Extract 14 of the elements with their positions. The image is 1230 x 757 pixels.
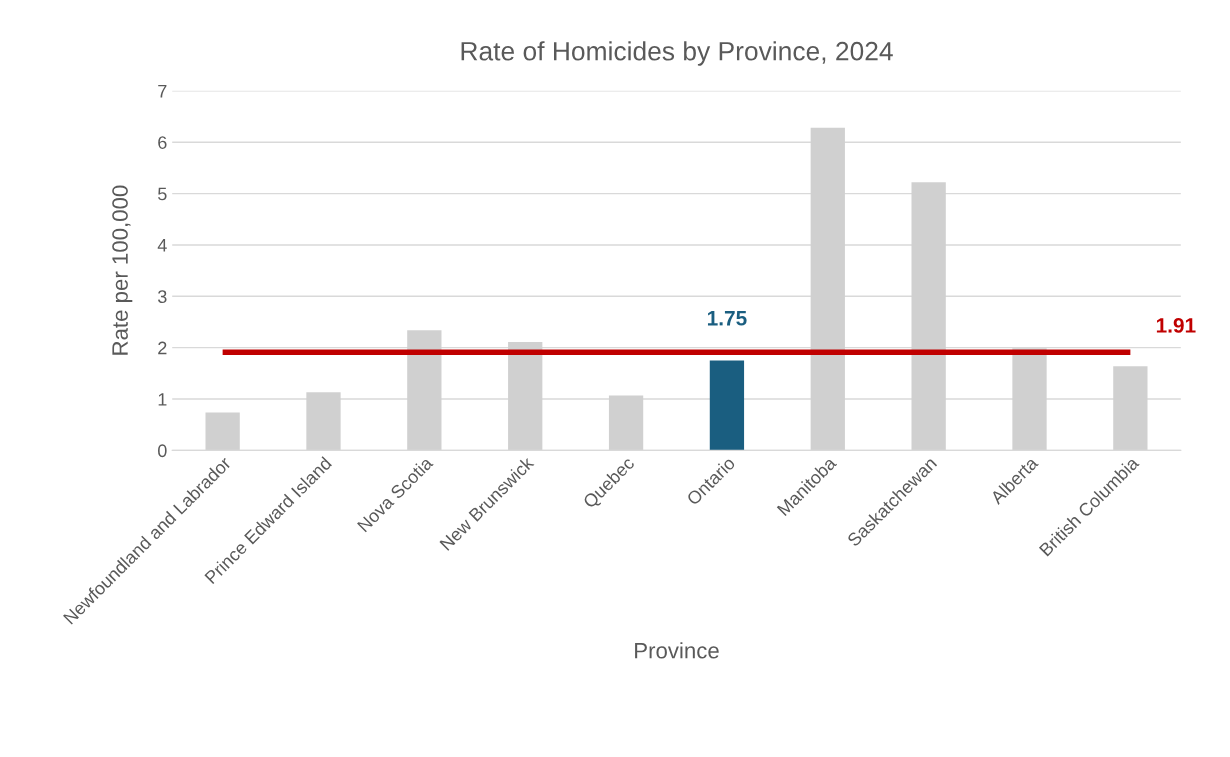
chart-title: Rate of Homicides by Province, 2024 [461, 41, 893, 66]
y-tick-label: 2 [158, 341, 167, 355]
y-tick-label: 0 [158, 444, 167, 458]
y-tick-label: 5 [158, 187, 167, 201]
bar [709, 360, 745, 451]
y-tick-label: 7 [158, 84, 167, 98]
y-tick-label: 3 [157, 290, 167, 304]
data-label: 1.75 [707, 311, 747, 326]
y-tick-label: 4 [157, 239, 167, 252]
data-label: 1.91 [1156, 318, 1196, 333]
y-tick-label: 1 [158, 393, 167, 406]
y-axis-title: Rate per 100,000 [112, 185, 133, 355]
x-axis-title: Province [635, 642, 719, 659]
y-tick-label: 6 [158, 136, 167, 149]
